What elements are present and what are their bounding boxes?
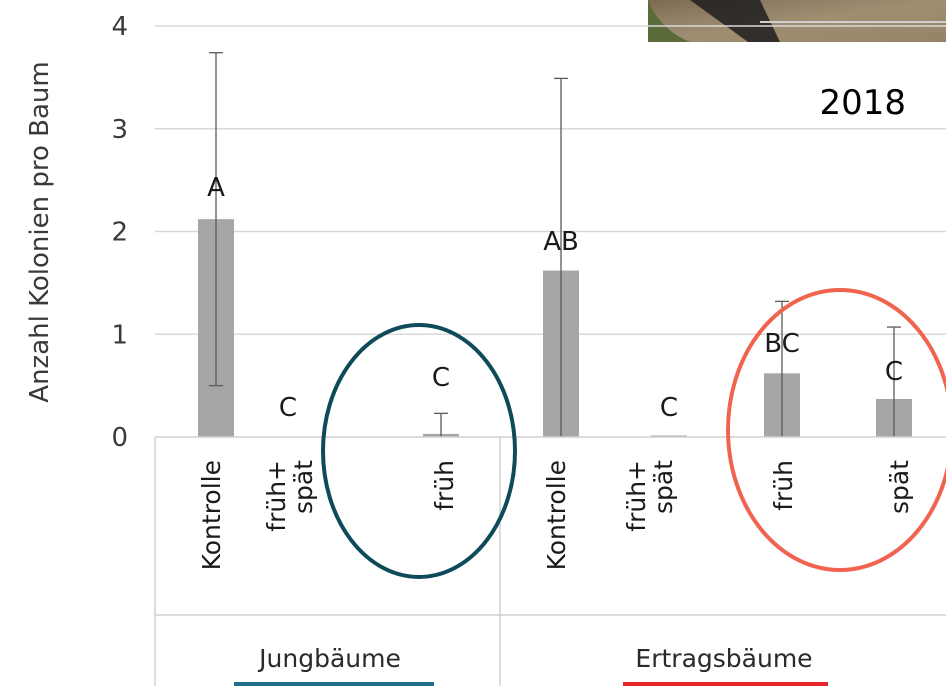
y-tick-label: 3 — [111, 115, 128, 145]
significance-letter: C — [279, 393, 297, 423]
significance-letter: AB — [543, 227, 579, 257]
category-label: früh+spät — [262, 460, 318, 532]
y-tick-label: 4 — [111, 12, 128, 42]
category-label: früh — [430, 460, 459, 511]
category-label: spät — [885, 460, 914, 514]
significance-letter: C — [885, 357, 903, 387]
category-label: Kontrolle — [197, 460, 226, 570]
group-label: Ertragsbäume — [635, 644, 812, 673]
year-label: 2018 — [819, 83, 906, 123]
photo-thumbnail — [648, 0, 946, 42]
category-label: früh+spät — [622, 460, 678, 532]
category-label: Kontrolle — [542, 460, 571, 570]
category-label: früh — [769, 460, 798, 511]
significance-letter: C — [660, 393, 678, 423]
y-axis-label: Anzahl Kolonien pro Baum — [25, 61, 55, 402]
significance-letter: C — [432, 363, 450, 393]
y-tick-label: 2 — [111, 218, 128, 248]
significance-letter: BC — [764, 329, 800, 359]
y-tick-label: 0 — [111, 423, 128, 453]
highlight-ellipse — [321, 323, 517, 579]
highlight-ellipse — [726, 288, 946, 572]
significance-letter: A — [207, 173, 225, 203]
group-label: Jungbäume — [257, 644, 401, 673]
y-tick-label: 1 — [111, 320, 128, 350]
